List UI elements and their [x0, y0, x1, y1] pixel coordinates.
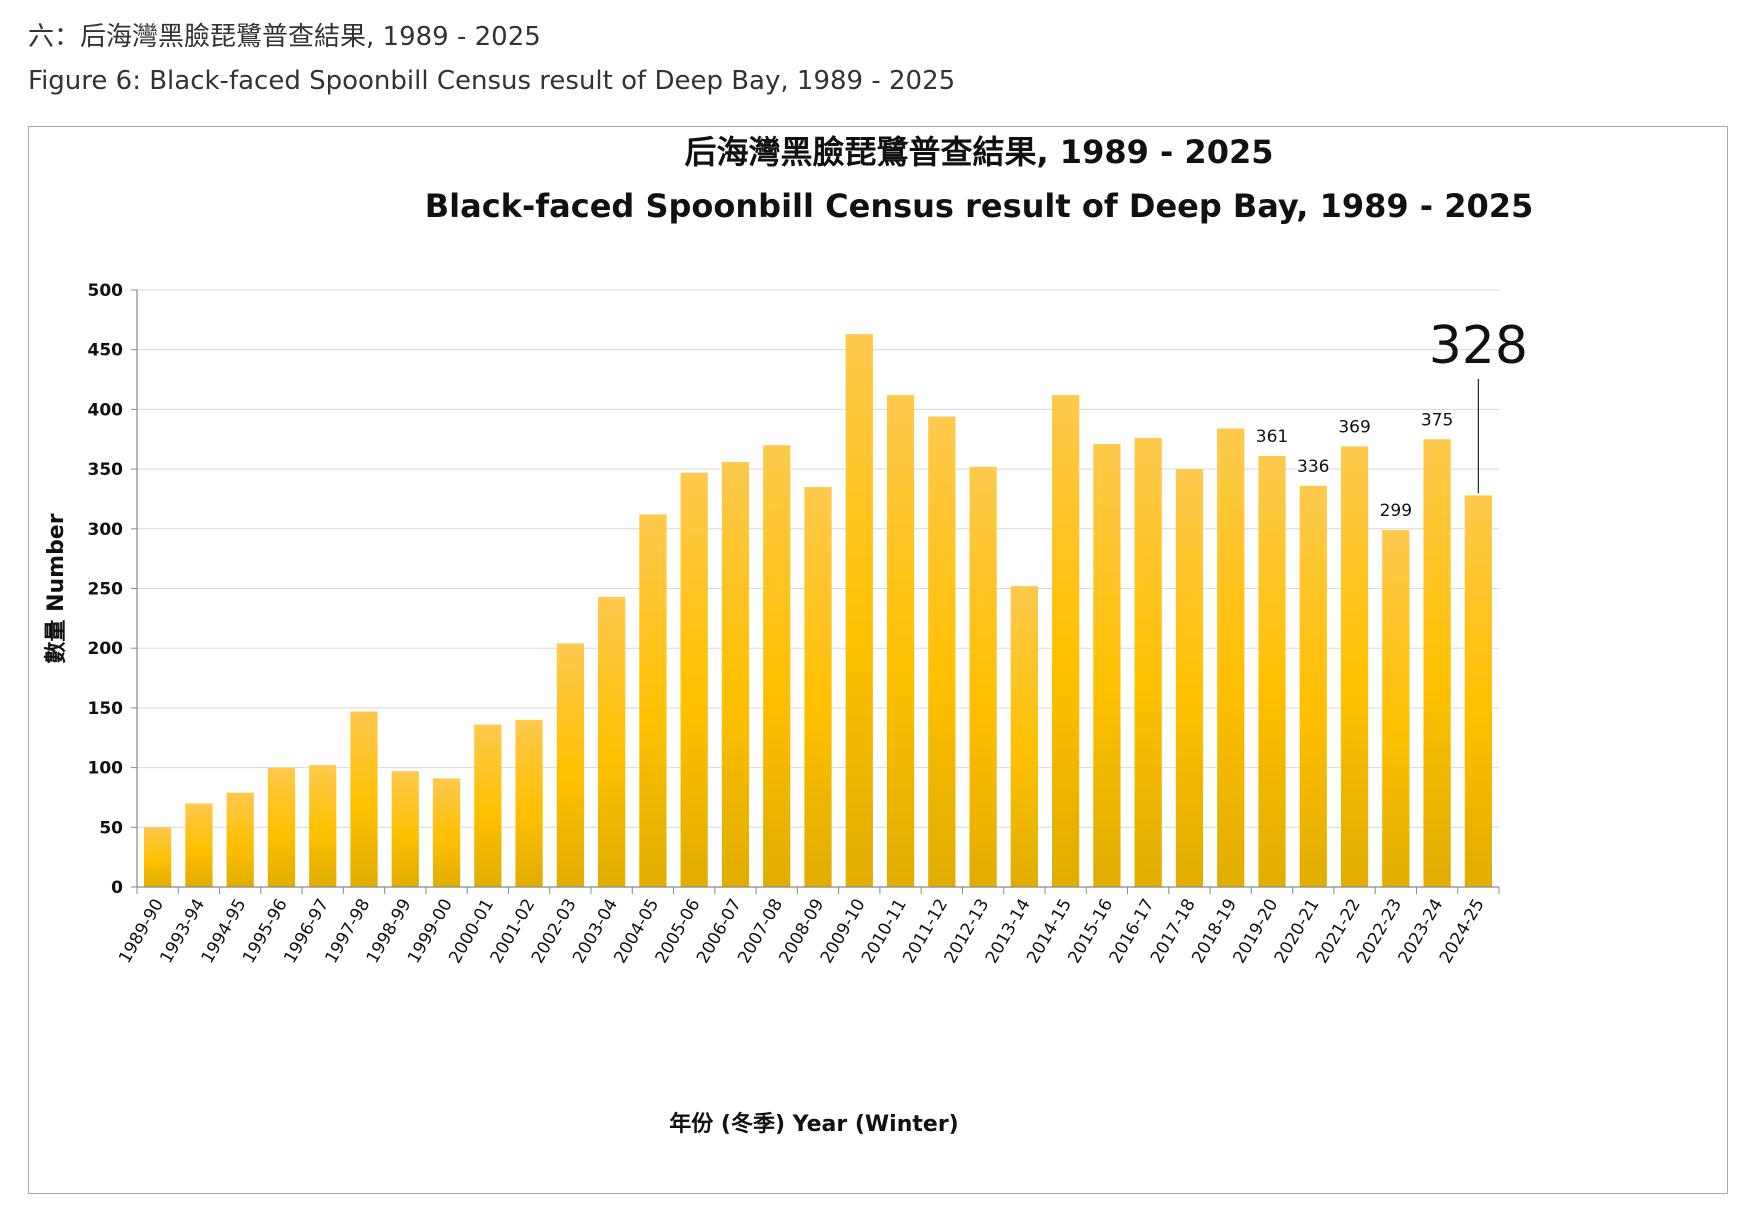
- bar: [391, 771, 419, 887]
- figure-caption-zh: 六：后海灣黑臉琵鷺普查結果, 1989 - 2025: [28, 22, 541, 52]
- y-axis-ticks: 0 50 100 150 200 250 300 350 400 450 500: [88, 281, 124, 898]
- bar: [1340, 446, 1369, 887]
- y-tick-label: 450: [88, 341, 124, 361]
- figure-caption-en: Figure 6: Black-faced Spoonbill Census r…: [28, 66, 956, 96]
- y-tick-label: 300: [88, 520, 124, 540]
- data-label: 375: [1421, 410, 1453, 430]
- bar: [721, 461, 750, 887]
- y-tick-label: 150: [88, 699, 124, 719]
- bar: [1464, 495, 1492, 887]
- bar: [185, 803, 213, 887]
- bar: [969, 466, 997, 887]
- bar: [639, 514, 667, 887]
- bar: [680, 472, 708, 887]
- bar: [1010, 586, 1038, 887]
- data-labels: 361 336 369 299 375 328: [1256, 316, 1528, 521]
- bars: [144, 334, 1492, 887]
- bar: [1299, 485, 1327, 887]
- bar: [1134, 438, 1162, 887]
- data-label: 336: [1297, 457, 1329, 477]
- bar: [432, 778, 461, 887]
- bar: [1052, 395, 1080, 887]
- chart-title-zh: 后海灣黑臉琵鷺普查結果, 1989 - 2025: [685, 133, 1274, 171]
- x-axis-label: 年份 (冬季) Year (Winter): [669, 1111, 958, 1137]
- bar: [474, 724, 502, 887]
- chart-title-en: Black-faced Spoonbill Census result of D…: [425, 187, 1534, 225]
- y-tick-label: 100: [88, 759, 124, 779]
- axes: [131, 289, 1500, 894]
- x-axis-ticks: 1989-901993-941994-951995-961996-971997-…: [115, 895, 1489, 967]
- bar: [804, 487, 832, 887]
- y-axis-label: 數量 Number: [44, 513, 69, 663]
- bar: [763, 445, 791, 887]
- bar: [515, 719, 543, 887]
- bar: [556, 643, 584, 887]
- y-tick-label: 500: [88, 281, 124, 301]
- bar: [1382, 529, 1410, 887]
- bar: [1217, 428, 1245, 887]
- y-tick-label: 200: [88, 639, 124, 659]
- bar: [845, 334, 873, 887]
- bar: [226, 792, 254, 887]
- bar: [598, 596, 626, 887]
- highlight-label: 328: [1429, 316, 1528, 376]
- bar: [1258, 455, 1286, 887]
- data-label: 369: [1338, 417, 1370, 437]
- y-tick-label: 400: [88, 400, 124, 420]
- bar: [309, 765, 337, 887]
- bar: [1175, 469, 1204, 887]
- chart-frame: 后海灣黑臉琵鷺普查結果, 1989 - 2025 Black-faced Spo…: [28, 126, 1728, 1194]
- census-bar-chart: 后海灣黑臉琵鷺普查結果, 1989 - 2025 Black-faced Spo…: [44, 133, 1534, 1137]
- bar: [144, 827, 172, 887]
- y-tick-label: 250: [88, 580, 124, 600]
- bar: [1423, 439, 1451, 887]
- bar: [350, 711, 378, 887]
- y-tick-label: 50: [99, 818, 123, 838]
- bar: [267, 767, 296, 887]
- bar: [1093, 444, 1121, 887]
- data-label: 361: [1256, 427, 1288, 447]
- data-label: 299: [1380, 501, 1412, 521]
- y-tick-label: 0: [111, 878, 123, 898]
- bar: [886, 395, 915, 887]
- bar: [928, 416, 956, 887]
- y-tick-label: 350: [88, 460, 124, 480]
